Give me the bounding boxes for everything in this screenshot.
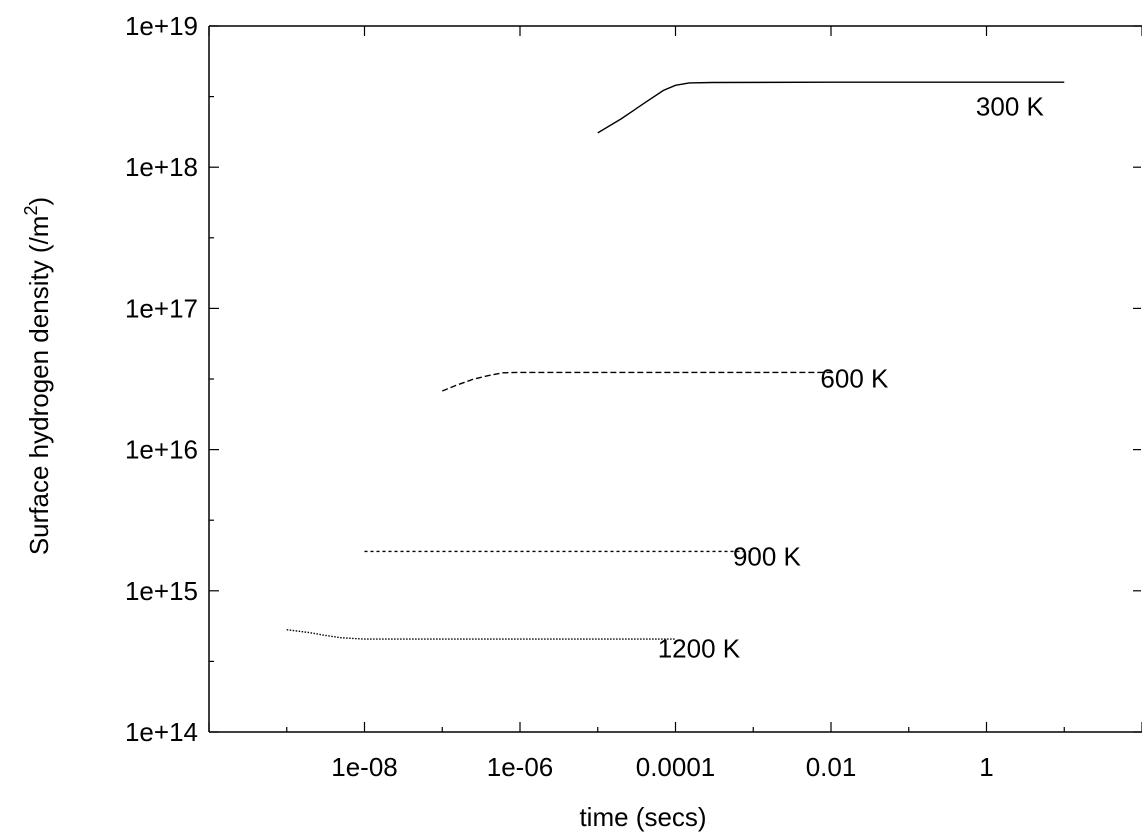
y-axis-title-superscript: 2: [21, 206, 41, 216]
series-line-300k: [597, 81, 1065, 134]
series-label: 1200 K: [658, 634, 741, 664]
series-line-600k: [441, 371, 831, 392]
series-label: 600 K: [820, 363, 889, 393]
y-axis-title: Surface hydrogen density (/m2): [21, 197, 54, 555]
x-tick-label: 1: [979, 752, 993, 782]
series-label: 900 K: [733, 541, 802, 571]
y-axis: 1e+14 1e+15 1e+16 1e+17 1e+18 1e+19: [125, 11, 1141, 747]
y-axis-title-main: Surface hydrogen density (/m: [24, 216, 54, 556]
y-tick-label: 1e+14: [125, 717, 198, 747]
series-group: [286, 81, 1065, 640]
x-tick-label: 1e-08: [331, 752, 398, 782]
series-labels: 300 K 600 K 900 K 1200 K: [658, 91, 1045, 663]
x-tick-label: 0.0001: [636, 752, 716, 782]
x-axis-title: time (secs): [579, 802, 706, 832]
plot-frame: [208, 25, 1142, 733]
x-tick-label: 1e-06: [487, 752, 554, 782]
x-tick-label: 0.01: [806, 752, 857, 782]
y-tick-label: 1e+16: [125, 435, 198, 465]
y-tick-label: 1e+19: [125, 11, 198, 41]
series-line-1200k: [286, 629, 676, 640]
x-axis: 1e-08 1e-06 0.0001 0.01 1: [208, 26, 1142, 782]
series-label: 300 K: [976, 91, 1045, 121]
y-axis-title-close: ): [24, 197, 54, 206]
y-tick-label: 1e+18: [125, 152, 198, 182]
y-tick-label: 1e+17: [125, 293, 198, 323]
y-tick-label: 1e+15: [125, 576, 198, 606]
